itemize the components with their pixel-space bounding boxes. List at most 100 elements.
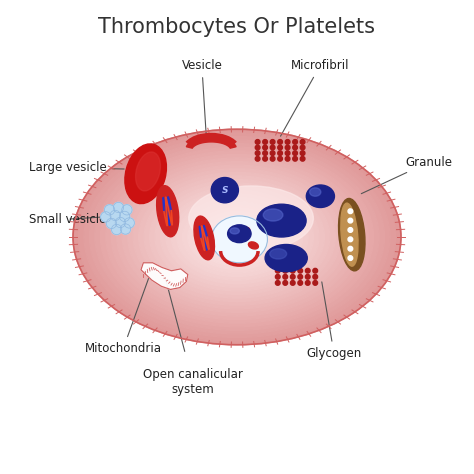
Circle shape <box>122 205 132 215</box>
Circle shape <box>293 151 297 155</box>
Ellipse shape <box>128 165 346 309</box>
Circle shape <box>283 274 288 279</box>
Circle shape <box>305 268 310 273</box>
Ellipse shape <box>215 223 259 251</box>
Ellipse shape <box>177 198 297 276</box>
Circle shape <box>110 210 120 220</box>
Ellipse shape <box>189 186 313 251</box>
Circle shape <box>348 218 353 223</box>
Circle shape <box>293 156 297 161</box>
Text: Glycogen: Glycogen <box>306 282 362 360</box>
Ellipse shape <box>194 216 214 260</box>
Ellipse shape <box>204 216 270 258</box>
Text: Microfibril: Microfibril <box>281 59 349 136</box>
Circle shape <box>119 211 130 221</box>
Circle shape <box>285 145 290 150</box>
Circle shape <box>298 274 302 279</box>
Text: Open canalicular
system: Open canalicular system <box>143 368 242 396</box>
Ellipse shape <box>84 137 390 337</box>
Ellipse shape <box>182 201 292 273</box>
Ellipse shape <box>263 209 283 221</box>
Ellipse shape <box>125 144 166 204</box>
Ellipse shape <box>155 183 319 291</box>
Ellipse shape <box>310 188 321 196</box>
Circle shape <box>283 268 288 273</box>
Ellipse shape <box>117 158 357 316</box>
Ellipse shape <box>73 129 401 345</box>
Circle shape <box>255 139 260 144</box>
Circle shape <box>293 139 297 144</box>
Circle shape <box>270 145 275 150</box>
Circle shape <box>111 224 122 235</box>
Circle shape <box>313 274 318 279</box>
Polygon shape <box>141 263 188 290</box>
Text: Mitochondria: Mitochondria <box>85 276 162 355</box>
Circle shape <box>278 139 283 144</box>
Text: Thrombocytes Or Platelets: Thrombocytes Or Platelets <box>99 17 375 37</box>
Circle shape <box>263 151 267 155</box>
Circle shape <box>263 139 267 144</box>
Ellipse shape <box>106 151 368 323</box>
Text: Vesicle: Vesicle <box>182 59 222 138</box>
Ellipse shape <box>341 203 358 266</box>
Ellipse shape <box>248 242 258 249</box>
Ellipse shape <box>166 191 308 283</box>
Circle shape <box>291 274 295 279</box>
Circle shape <box>104 205 115 215</box>
Circle shape <box>275 268 280 273</box>
Circle shape <box>100 212 111 222</box>
Ellipse shape <box>161 187 313 287</box>
Circle shape <box>313 268 318 273</box>
Circle shape <box>348 256 353 260</box>
Circle shape <box>263 156 267 161</box>
Ellipse shape <box>138 173 336 301</box>
Circle shape <box>270 151 275 155</box>
Circle shape <box>348 228 353 232</box>
Ellipse shape <box>210 219 264 255</box>
Circle shape <box>278 151 283 155</box>
Ellipse shape <box>199 212 275 262</box>
Ellipse shape <box>265 245 307 272</box>
Ellipse shape <box>338 199 365 271</box>
Ellipse shape <box>211 216 267 263</box>
Circle shape <box>120 224 131 234</box>
Circle shape <box>263 145 267 150</box>
Circle shape <box>278 145 283 150</box>
Circle shape <box>298 268 302 273</box>
Circle shape <box>124 218 135 228</box>
Ellipse shape <box>122 162 352 312</box>
Circle shape <box>313 281 318 285</box>
Ellipse shape <box>231 233 243 241</box>
Ellipse shape <box>111 155 363 319</box>
Text: Small vesicle: Small vesicle <box>28 213 106 226</box>
Ellipse shape <box>211 177 238 203</box>
Circle shape <box>348 237 353 242</box>
Ellipse shape <box>150 180 324 294</box>
Circle shape <box>255 145 260 150</box>
Text: Large vesicle: Large vesicle <box>28 161 124 174</box>
Text: S: S <box>221 186 228 195</box>
Circle shape <box>113 202 124 213</box>
Polygon shape <box>186 137 236 148</box>
Circle shape <box>300 139 305 144</box>
Circle shape <box>285 139 290 144</box>
Ellipse shape <box>144 176 330 298</box>
Ellipse shape <box>240 228 250 236</box>
Circle shape <box>291 281 295 285</box>
Circle shape <box>305 274 310 279</box>
Circle shape <box>106 218 117 228</box>
Ellipse shape <box>133 169 341 305</box>
Ellipse shape <box>95 144 379 330</box>
Circle shape <box>300 151 305 155</box>
Ellipse shape <box>230 228 239 234</box>
Ellipse shape <box>172 194 302 280</box>
Circle shape <box>348 246 353 251</box>
Ellipse shape <box>257 204 306 237</box>
Circle shape <box>348 209 353 214</box>
Circle shape <box>300 156 305 161</box>
Ellipse shape <box>188 205 286 269</box>
Ellipse shape <box>228 225 251 243</box>
Circle shape <box>115 217 126 228</box>
Ellipse shape <box>90 140 384 334</box>
Ellipse shape <box>306 185 335 208</box>
